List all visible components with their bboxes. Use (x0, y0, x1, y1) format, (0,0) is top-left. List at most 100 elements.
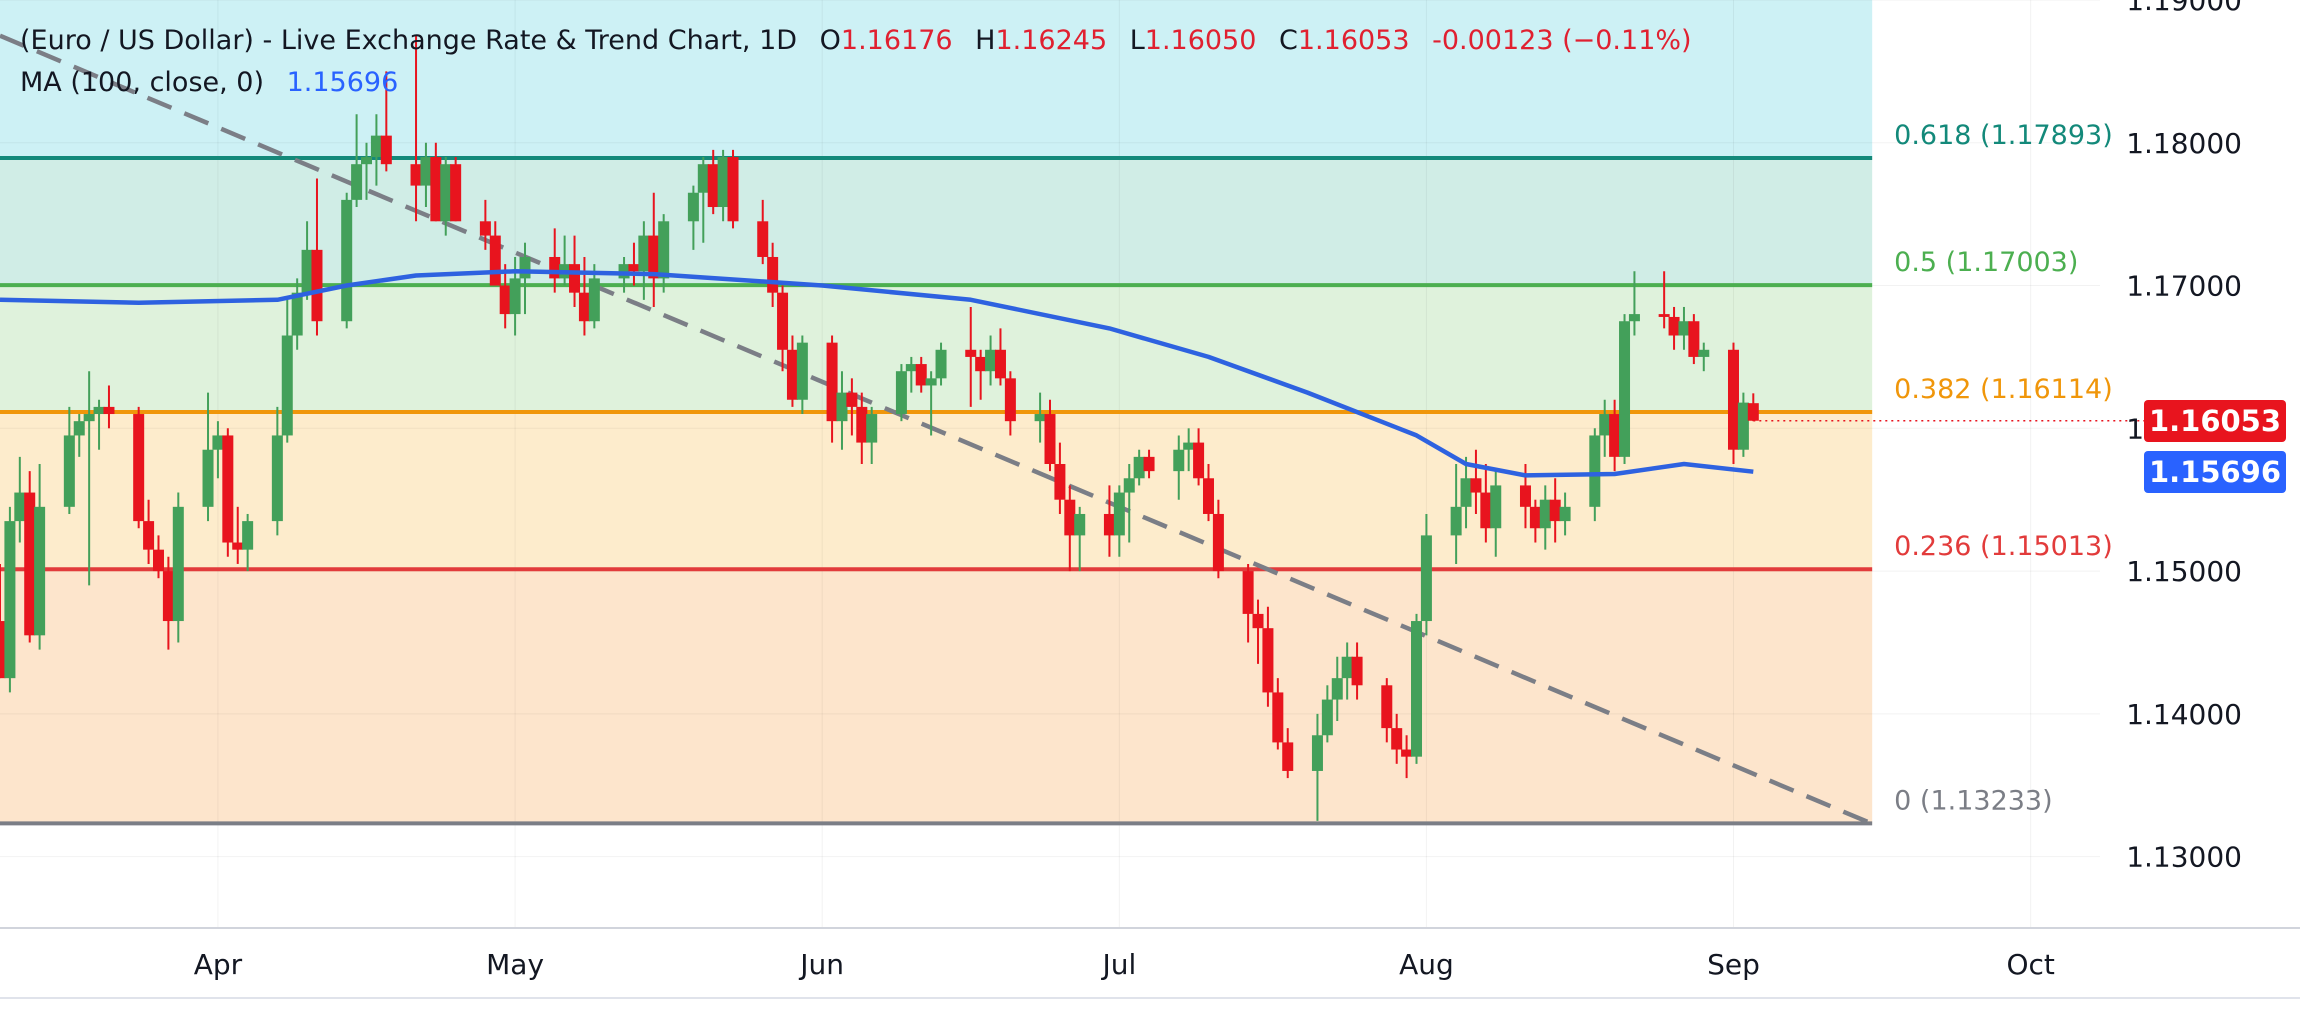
candle-body-84 (1143, 456, 1155, 472)
fib-zone-0.5 (0, 285, 1873, 413)
candles-group (0, 35, 1759, 821)
candle-body-63 (856, 406, 868, 443)
candle-body-69 (935, 349, 947, 379)
candle-body-83 (1133, 456, 1145, 479)
fib-label-0.382: 0.382 (1.16114) (1894, 374, 2113, 405)
x-tick-label-may: May (486, 948, 544, 981)
candle-body-102 (1401, 749, 1413, 757)
candle-body-59 (796, 342, 808, 400)
trendline-group (0, 33, 1874, 826)
candle-body-89 (1212, 513, 1224, 572)
candle-body-15 (202, 449, 214, 507)
candle-body-42 (569, 264, 581, 293)
y-tick-label-2: 1.17000 (2126, 270, 2242, 303)
candle-body-14 (172, 506, 184, 622)
candle-body-6 (73, 421, 85, 436)
candle-body-29 (380, 135, 392, 165)
candle-body-2 (14, 492, 26, 522)
legend-row-ma: MA (100, close, 0) 1.15696 (20, 62, 1692, 104)
candle-body-57 (777, 292, 789, 350)
candle-body-71 (975, 356, 987, 372)
candle-body-87 (1193, 442, 1205, 479)
candle-body-104 (1420, 535, 1432, 622)
candle-body-22 (291, 292, 303, 336)
candle-body-17 (222, 435, 234, 543)
fib-zone-0.382 (0, 412, 1873, 570)
candle-body-13 (162, 571, 174, 622)
last-price-badge: 1.16053 (2144, 399, 2286, 442)
fib-level-lines (0, 156, 1873, 826)
candle-body-18 (232, 542, 244, 550)
candle-body-93 (1272, 692, 1284, 743)
candle-body-101 (1391, 728, 1403, 750)
x-tick-label-oct: Oct (2006, 948, 2054, 981)
candle-body-64 (866, 414, 878, 443)
candle-body-19 (242, 521, 254, 550)
candle-body-110 (1519, 485, 1531, 507)
fib-zones (0, 0, 1873, 824)
candle-body-120 (1658, 314, 1670, 317)
candle-body-12 (152, 549, 164, 572)
ma-price-badge: 1.15696 (2144, 450, 2286, 493)
close-key: C (1279, 25, 1298, 56)
candle-body-81 (1113, 492, 1125, 536)
y-tick-label-1: 1.18000 (2126, 127, 2242, 160)
candle-body-39 (519, 256, 531, 279)
candle-body-7 (83, 414, 95, 422)
candle-body-33 (440, 164, 452, 222)
candle-body-116 (1599, 414, 1611, 436)
candle-body-103 (1411, 621, 1423, 757)
candle-body-79 (1074, 513, 1086, 536)
candle-body-99 (1351, 656, 1363, 686)
y-tick-label-6: 1.13000 (2126, 841, 2242, 874)
candle-body-53 (717, 157, 729, 208)
x-tick-label-jul: Jul (1100, 948, 1136, 981)
candle-body-49 (658, 221, 670, 279)
x-tick-label-sep: Sep (1707, 948, 1760, 981)
candle-body-108 (1480, 492, 1492, 529)
x-tick-label-jun: Jun (798, 948, 844, 981)
candle-body-105 (1450, 506, 1462, 536)
candle-body-48 (648, 235, 660, 279)
candle-body-98 (1341, 656, 1353, 679)
candle-body-109 (1490, 485, 1502, 529)
candle-body-25 (341, 199, 353, 322)
candle-body-35 (479, 221, 491, 236)
low-value: 1.16050 (1144, 25, 1257, 56)
fib-zone-0.618 (0, 158, 1873, 286)
candle-body-21 (281, 335, 293, 436)
ma-value: 1.15696 (286, 67, 399, 98)
candle-body-51 (697, 164, 709, 193)
candle-body-100 (1381, 685, 1393, 729)
ma-label: MA (100, close, 0) (20, 67, 265, 98)
candle-body-73 (994, 349, 1006, 379)
ma-100-line (0, 269, 1754, 478)
fib-label-0.618: 0.618 (1.17893) (1894, 120, 2113, 151)
candle-body-46 (628, 264, 640, 272)
legend-row-ohlc: (Euro / US Dollar) - Live Exchange Rate … (20, 20, 1692, 62)
candle-body-1 (4, 521, 16, 679)
y-tick-label-4: 1.15000 (2126, 555, 2242, 588)
candle-body-66 (905, 364, 917, 372)
candle-body-76 (1044, 414, 1056, 464)
candle-body-38 (509, 278, 521, 315)
candle-body-123 (1688, 321, 1700, 357)
low-key: L (1129, 25, 1145, 56)
candle-body-28 (370, 135, 382, 158)
candle-body-9 (103, 406, 115, 415)
fib-zone-0.236 (0, 569, 1873, 824)
candle-body-85 (1173, 449, 1185, 472)
fib-label-0.236: 0.236 (1.15013) (1894, 531, 2113, 562)
high-value: 1.16245 (995, 25, 1108, 56)
candle-body-43 (578, 292, 590, 322)
close-value: 1.16053 (1297, 25, 1410, 56)
candle-body-23 (301, 249, 313, 293)
fib-zone-top (0, 0, 1873, 159)
candle-body-96 (1321, 699, 1333, 736)
open-value: 1.16176 (840, 25, 953, 56)
candle-body-37 (499, 285, 511, 315)
x-tick-label-aug: Aug (1399, 948, 1454, 981)
open-key: O (819, 25, 841, 56)
